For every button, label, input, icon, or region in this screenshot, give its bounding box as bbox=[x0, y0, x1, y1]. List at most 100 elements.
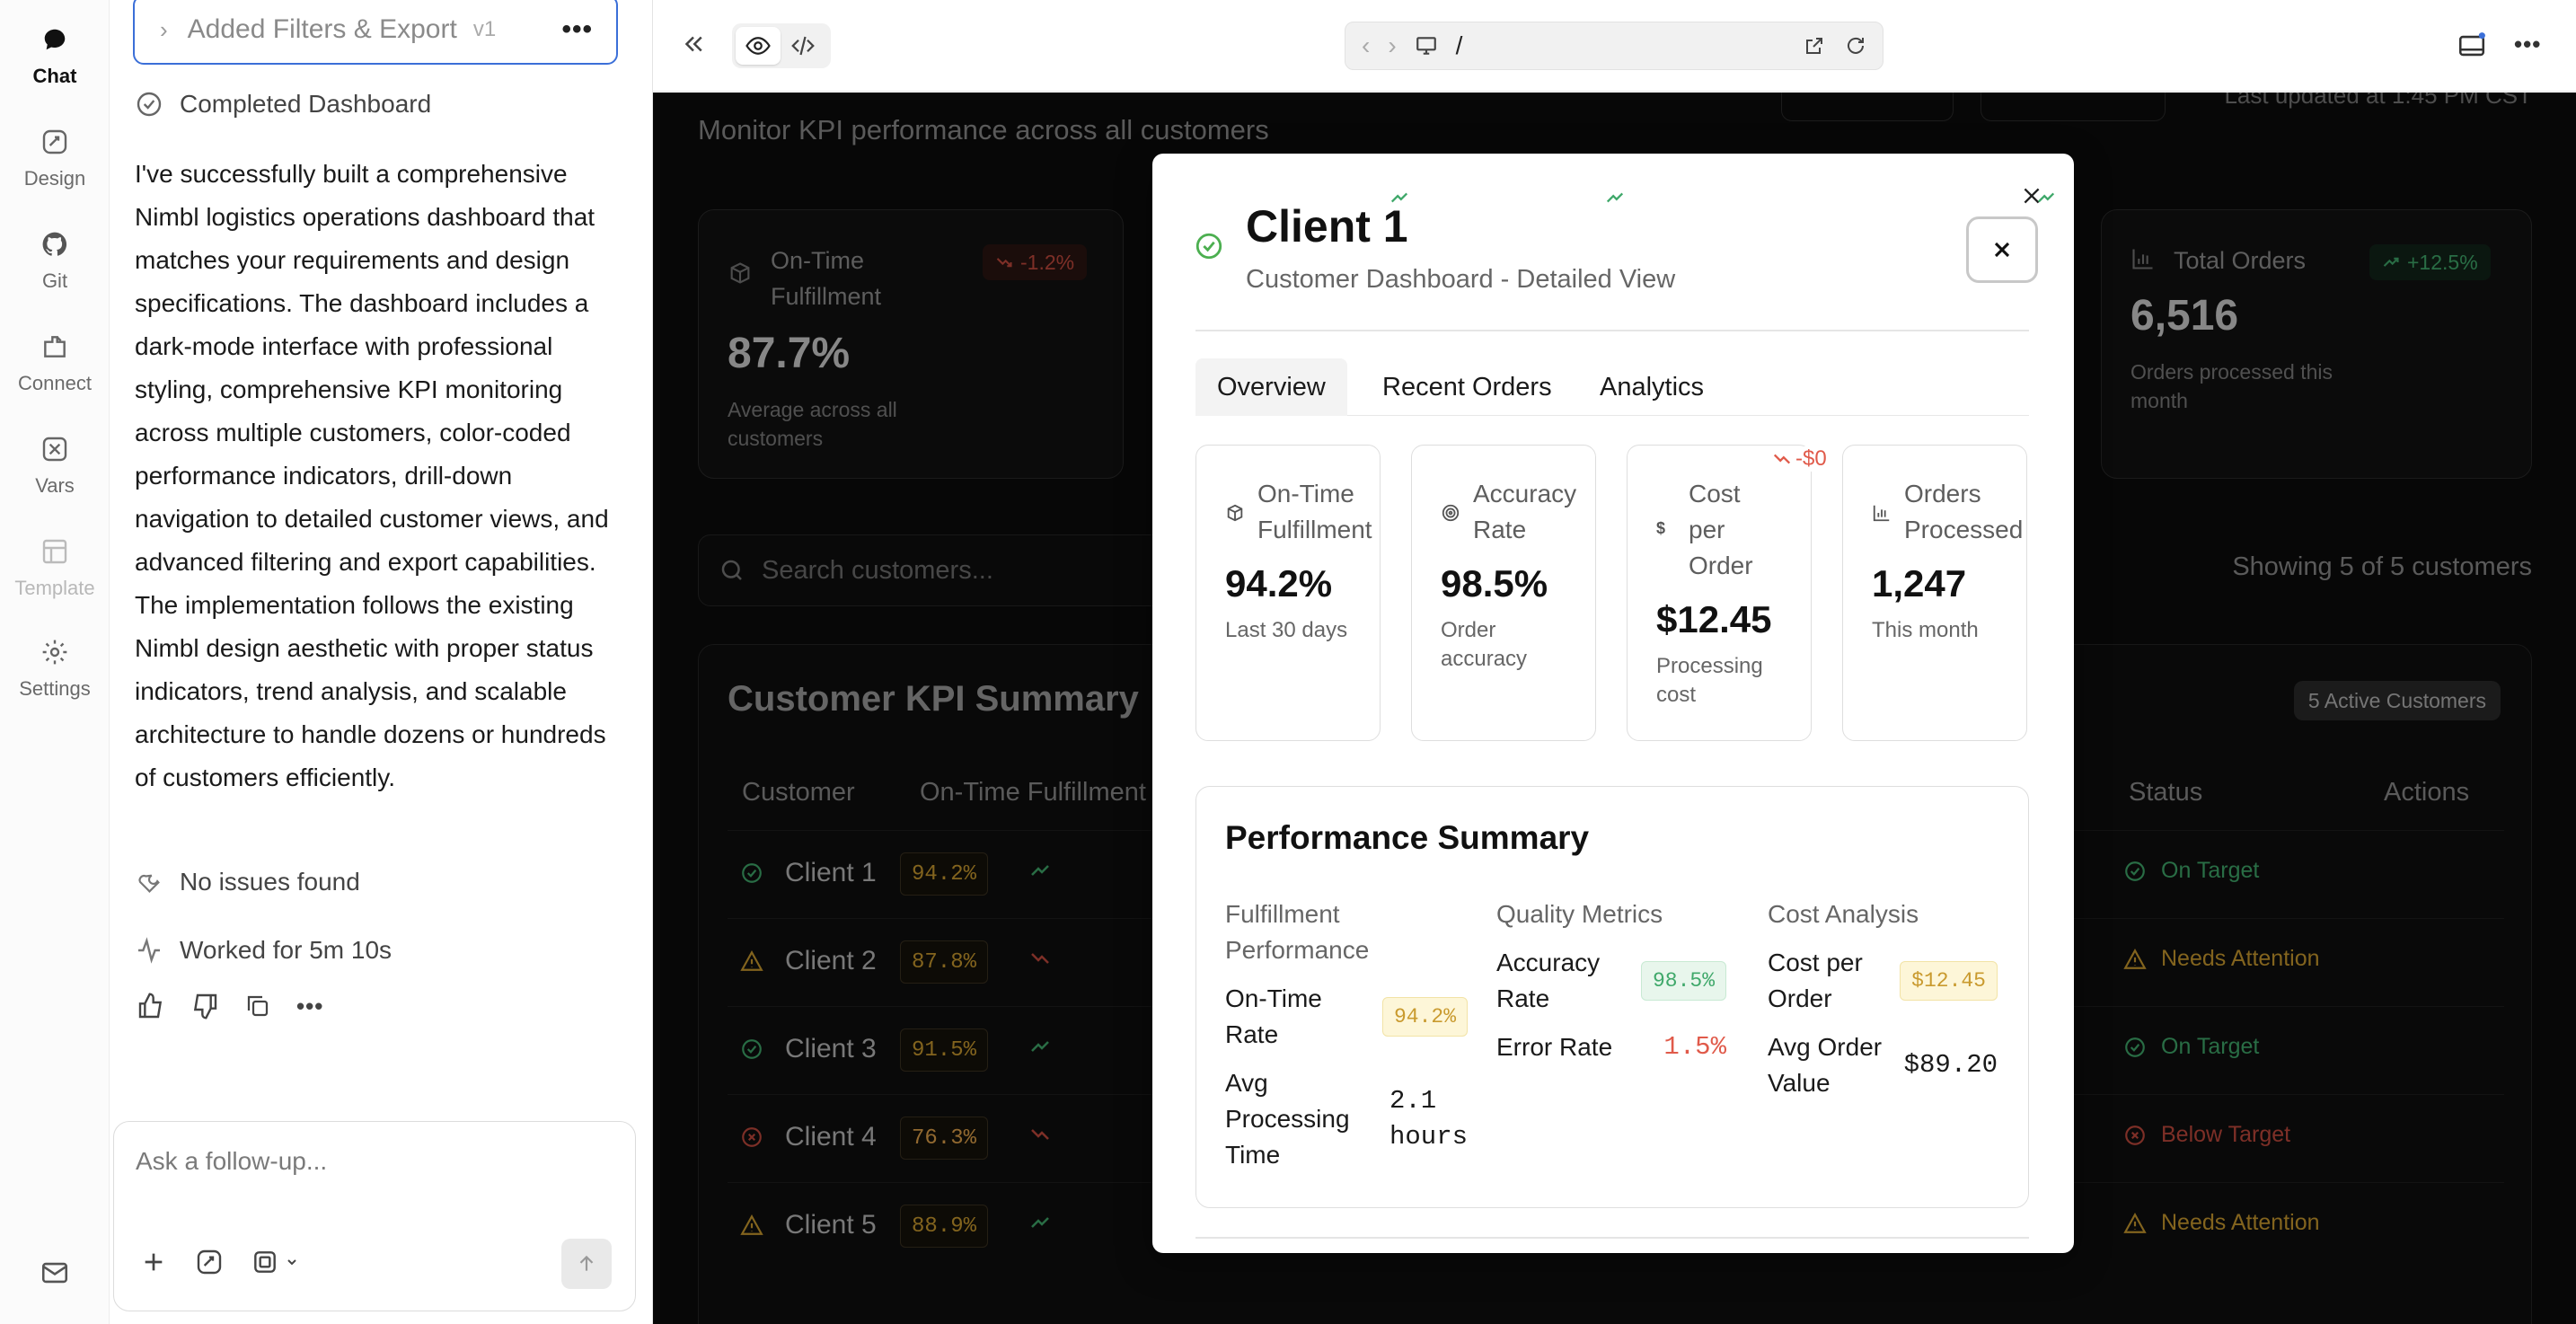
forward-icon[interactable]: › bbox=[1388, 31, 1397, 59]
trend-down-icon bbox=[1029, 948, 1051, 969]
metric-label: Accuracy Rate bbox=[1473, 480, 1577, 543]
design-mode-icon[interactable] bbox=[195, 1248, 224, 1276]
customer-name[interactable]: Client 2 bbox=[785, 946, 877, 975]
trend-badge: -1.2% bbox=[983, 244, 1088, 280]
processing-time-row: Avg Processing Time 2.1 hours bbox=[1225, 1065, 1468, 1173]
trend-up-icon bbox=[2383, 257, 2399, 267]
ontime-pct: 94.2% bbox=[900, 852, 989, 896]
back-icon[interactable]: ‹ bbox=[1362, 31, 1371, 59]
status-badge: On Target bbox=[2123, 1034, 2259, 1060]
kpi-card-total-orders[interactable]: Total Orders +12.5% 6,516 Orders process… bbox=[2101, 209, 2532, 479]
header-button-1[interactable] bbox=[1781, 93, 1954, 121]
followup-tools bbox=[139, 1248, 299, 1276]
nav-git-label: Git bbox=[41, 269, 68, 292]
nav-vars[interactable]: Vars bbox=[0, 433, 110, 498]
tab-analytics[interactable]: Analytics bbox=[1600, 372, 1705, 402]
nav-vars-label: Vars bbox=[35, 474, 75, 497]
status-badge: Needs Attention bbox=[2123, 946, 2320, 972]
quality-heading: Quality Metrics bbox=[1496, 900, 1663, 928]
customer-name[interactable]: Client 1 bbox=[785, 858, 877, 887]
tab-recent-orders[interactable]: Recent Orders bbox=[1382, 372, 1552, 402]
model-select[interactable] bbox=[251, 1248, 299, 1276]
nav-design[interactable]: Design bbox=[0, 126, 110, 190]
design-icon bbox=[39, 126, 71, 158]
more-icon[interactable]: ••• bbox=[561, 14, 593, 44]
customer-name[interactable]: Client 3 bbox=[785, 1034, 877, 1064]
col-status[interactable]: Status bbox=[2129, 778, 2203, 807]
more-actions-icon[interactable]: ••• bbox=[296, 992, 324, 1019]
avg-order-value: $89.20 bbox=[1903, 1050, 1998, 1080]
tab-overview[interactable]: Overview bbox=[1195, 358, 1347, 416]
customer-search[interactable]: Search customers... bbox=[698, 534, 1201, 606]
nav-template-label: Template bbox=[14, 577, 95, 599]
ontime-pct: 76.3% bbox=[900, 1117, 989, 1160]
cost-per-order-chip: $12.45 bbox=[1900, 961, 1998, 1001]
code-icon[interactable] bbox=[781, 27, 825, 65]
desktop-icon[interactable] bbox=[1415, 34, 1438, 57]
close-icon[interactable] bbox=[2020, 184, 2043, 207]
col-ontime[interactable]: On-Time Fulfillment bbox=[920, 778, 1146, 807]
kpi-sub: Orders processed this month bbox=[2130, 360, 2333, 412]
nav-git[interactable]: Git bbox=[0, 228, 110, 293]
close-button[interactable] bbox=[1966, 216, 2038, 283]
more-options-icon[interactable]: ••• bbox=[2514, 31, 2542, 57]
version-card[interactable]: › Added Filters & Export v1 ••• bbox=[133, 0, 618, 65]
last-updated: Last updated at 1:45 PM CST bbox=[2224, 93, 2532, 109]
refresh-icon[interactable] bbox=[1845, 35, 1866, 57]
dashboard-app: Last updated at 1:45 PM CST Monitor KPI … bbox=[653, 93, 2576, 1324]
client-detail-modal: Client 1 Customer Dashboard - Detailed V… bbox=[1152, 154, 2074, 1253]
trend-up-icon bbox=[2036, 188, 2056, 207]
error-rate-value: 1.5% bbox=[1663, 1032, 1726, 1062]
nav-chat[interactable]: Chat bbox=[0, 23, 110, 88]
nav-connect-label: Connect bbox=[18, 372, 92, 394]
activity-icon bbox=[135, 936, 163, 965]
layout-icon[interactable] bbox=[2457, 31, 2487, 61]
nav-template[interactable]: Template bbox=[0, 535, 110, 600]
metric-label: On-Time Fulfillment bbox=[1257, 480, 1372, 543]
trend-down-icon bbox=[1773, 454, 1791, 464]
customer-name[interactable]: Client 5 bbox=[785, 1210, 877, 1240]
nav-settings[interactable]: Settings bbox=[0, 636, 110, 701]
mail-icon[interactable] bbox=[40, 1258, 70, 1288]
ontime-rate-chip: 94.2% bbox=[1381, 997, 1468, 1037]
metric-sub: Last 30 days bbox=[1225, 618, 1348, 642]
send-button[interactable] bbox=[561, 1239, 612, 1289]
bar-chart-icon bbox=[2130, 246, 2156, 271]
thumbs-down-icon[interactable] bbox=[190, 992, 219, 1020]
trend-up-icon bbox=[1029, 1212, 1051, 1233]
trend-up-icon bbox=[1605, 188, 1625, 207]
external-link-icon[interactable] bbox=[1804, 35, 1825, 57]
collapse-icon[interactable] bbox=[680, 31, 707, 57]
cost-trend: -$0 bbox=[1772, 446, 1829, 472]
chat-panel: › Added Filters & Export v1 ••• Complete… bbox=[110, 0, 648, 1324]
kpi-card-ontime[interactable]: On-Time Fulfillment -1.2% 87.7% Average a… bbox=[698, 209, 1124, 479]
url-path[interactable]: / bbox=[1455, 31, 1463, 59]
nav-design-label: Design bbox=[23, 167, 86, 190]
dashboard-subtitle: Monitor KPI performance across all custo… bbox=[698, 114, 1269, 146]
thumbs-up-icon[interactable] bbox=[137, 992, 165, 1020]
status-icon bbox=[740, 861, 763, 885]
cost-per-order-label: Cost per Order bbox=[1768, 949, 1863, 1012]
plus-icon[interactable] bbox=[139, 1248, 168, 1276]
metric-label: Orders Processed bbox=[1904, 480, 2024, 543]
arrow-up-icon bbox=[579, 1255, 594, 1271]
header-button-2[interactable] bbox=[1981, 93, 2166, 121]
worked-label: Worked for 5m 10s bbox=[180, 936, 393, 964]
nav-connect[interactable]: Connect bbox=[0, 331, 110, 395]
col-customer[interactable]: Customer bbox=[742, 778, 855, 807]
metric-sub: Order accuracy bbox=[1441, 618, 1528, 671]
eye-icon[interactable] bbox=[736, 27, 781, 65]
active-customers-badge: 5 Active Customers bbox=[2293, 681, 2501, 720]
metric-value: 98.5% bbox=[1441, 562, 1548, 605]
customer-name[interactable]: Client 4 bbox=[785, 1122, 877, 1152]
metric-card-cost: $ Cost per Order $12.45 Processing cost bbox=[1627, 445, 1812, 741]
trend-up-icon bbox=[1029, 1036, 1051, 1057]
status-badge: On Target bbox=[2123, 858, 2259, 884]
table-row[interactable]: Client 3 91.5% On Target bbox=[728, 1006, 2504, 1094]
x-icon bbox=[1994, 242, 2010, 258]
kpi-value: 6,516 bbox=[2130, 292, 2239, 340]
copy-icon[interactable] bbox=[244, 993, 271, 1019]
followup-input[interactable] bbox=[136, 1147, 603, 1176]
nav-settings-label: Settings bbox=[19, 677, 91, 700]
metric-value: 1,247 bbox=[1872, 562, 1967, 605]
